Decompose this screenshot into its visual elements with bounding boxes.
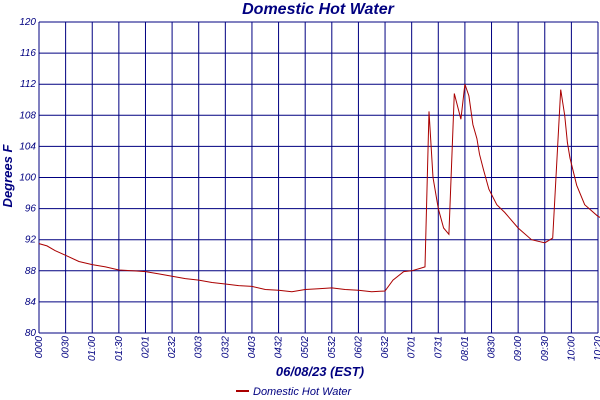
y-tick-label: 84	[25, 297, 37, 308]
y-tick-label: 120	[19, 17, 36, 28]
series-line-domestic-hot-water	[38, 84, 600, 293]
x-tick-label: 08:01	[460, 336, 471, 361]
y-tick-label: 116	[20, 48, 36, 59]
x-tick-label: 01:00	[87, 336, 98, 361]
x-tick-label: 0303	[194, 336, 205, 359]
x-tick-label: 10:00	[566, 336, 577, 361]
x-tick-label: 0602	[353, 336, 364, 359]
x-tick-label: 09:00	[513, 336, 524, 361]
x-tick-label: 10:20	[593, 336, 600, 361]
legend-label: Domestic Hot Water	[253, 386, 353, 398]
x-tick-label: 0000	[34, 336, 45, 359]
x-tick-label: 0403	[247, 336, 258, 359]
y-tick-label: 112	[20, 79, 36, 90]
y-axis-ticks: 80 84 88 92 96 100 104 108 112 116 120	[19, 17, 36, 339]
y-tick-label: 92	[25, 235, 37, 246]
x-tick-label: 0232	[167, 336, 178, 359]
x-tick-label: 0332	[220, 336, 231, 359]
x-axis-label: 06/08/23 (EST)	[276, 364, 364, 379]
x-tick-label: 0502	[300, 336, 311, 359]
x-tick-label: 0632	[380, 336, 391, 359]
y-axis-label: Degrees F	[0, 144, 15, 208]
x-tick-label: 0731	[433, 336, 444, 358]
x-tick-label: 0830	[487, 336, 498, 359]
x-tick-label: 0030	[61, 336, 72, 359]
y-tick-label: 100	[19, 173, 36, 184]
y-tick-label: 80	[25, 328, 37, 339]
x-tick-label: 09:30	[540, 336, 551, 361]
x-tick-label: 0532	[327, 336, 338, 359]
x-tick-label: 0201	[140, 336, 151, 358]
x-tick-label: 0701	[407, 336, 418, 358]
grid	[38, 21, 599, 334]
chart-title: Domestic Hot Water	[242, 1, 395, 18]
y-tick-label: 88	[25, 266, 37, 277]
x-tick-label: 0432	[274, 336, 285, 359]
x-tick-label: 01:30	[114, 336, 125, 361]
x-axis-ticks: 0000 0030 01:00 01:30 0201 0232 0303 0332 0403 04…	[34, 336, 600, 361]
y-tick-label: 108	[19, 110, 36, 121]
y-tick-label: 96	[25, 204, 37, 215]
y-tick-label: 104	[19, 141, 36, 152]
